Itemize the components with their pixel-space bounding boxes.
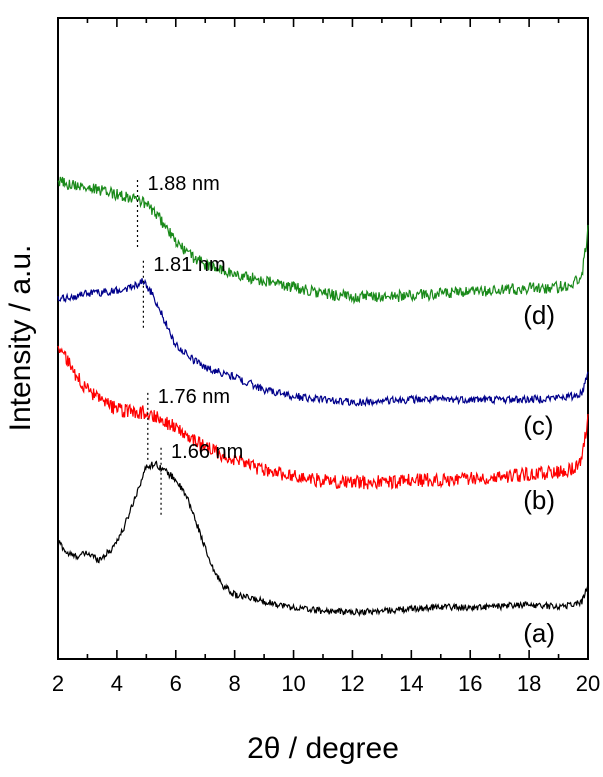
series-layer <box>57 176 589 618</box>
curve-label: (b) <box>523 485 555 515</box>
x-tick-label: 4 <box>111 671 123 696</box>
peak-annotation: 1.88 nm <box>148 173 220 195</box>
curve-label: (c) <box>523 410 553 440</box>
series-line-b <box>57 345 589 491</box>
x-tick-label: 20 <box>576 671 600 696</box>
x-tick-label: 14 <box>399 671 423 696</box>
curve-label: (d) <box>523 300 555 330</box>
x-axis-ticks <box>57 18 589 659</box>
series-line-a <box>57 460 589 618</box>
peak-annotation: 1.81 nm <box>153 254 225 276</box>
curve-label-layer: (a) (b) (c) (d) <box>523 300 555 648</box>
x-tick-label: 6 <box>170 671 182 696</box>
x-tick-label: 16 <box>458 671 482 696</box>
x-axis-title: 2θ / degree <box>247 732 399 765</box>
y-axis-title: Intensity / a.u. <box>4 245 37 432</box>
peak-annotation: 1.76 nm <box>158 386 230 408</box>
curve-label: (a) <box>523 618 555 648</box>
x-tick-label: 18 <box>517 671 541 696</box>
x-tick-label: 2 <box>52 671 64 696</box>
peak-annotation: 1.66 nm <box>171 441 243 463</box>
series-line-d <box>57 176 589 305</box>
x-axis-tick-labels: 2 4 6 8 10 12 14 16 18 20 <box>52 671 600 696</box>
x-tick-label: 8 <box>229 671 241 696</box>
plot-frame <box>57 17 589 660</box>
annotation-layer: 1.66 nm 1.76 nm 1.81 nm 1.88 nm <box>136 173 243 518</box>
x-tick-label: 10 <box>281 671 305 696</box>
series-line-c <box>57 278 589 408</box>
x-tick-label: 12 <box>340 671 364 696</box>
